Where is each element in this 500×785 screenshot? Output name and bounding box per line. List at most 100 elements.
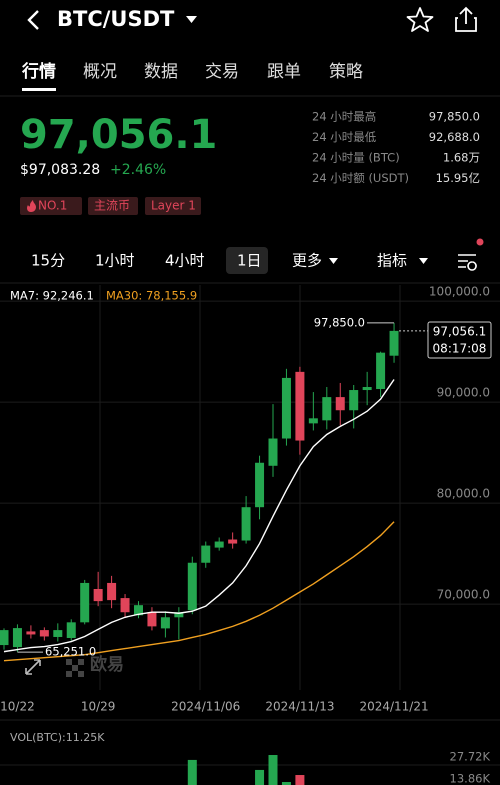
countdown: 08:17:08 [433, 342, 487, 356]
y-tick-label: 80,000.0 [437, 487, 490, 501]
more-dropdown[interactable] [329, 258, 338, 264]
watermark: 欧易 [90, 654, 124, 675]
interval[interactable]: 指标 [377, 252, 407, 270]
candle-body [255, 462, 265, 508]
last-price: 97,056.1 [20, 112, 217, 158]
ma-line [3, 521, 395, 662]
interval-active-bg [226, 247, 268, 274]
candle-body [93, 589, 103, 602]
tab[interactable]: 跟单 [267, 62, 301, 82]
tab[interactable]: 策略 [329, 62, 363, 82]
interval[interactable]: 4小时 [165, 252, 205, 270]
tag: NO.1 [38, 199, 67, 213]
candle-body [160, 617, 170, 629]
candle-body [174, 612, 184, 618]
stat-value: 15.95亿 [436, 171, 480, 185]
candle-body [268, 438, 278, 466]
low-label: 65,251.0 [45, 645, 96, 659]
volume-bar [255, 769, 265, 785]
notification-dot [476, 238, 484, 246]
tab[interactable]: 交易 [205, 62, 239, 82]
interval[interactable]: 15分 [31, 252, 65, 270]
settings-icon[interactable] [458, 254, 477, 271]
candle-body [26, 631, 36, 635]
candle-body [322, 397, 332, 421]
tag-bg [145, 197, 201, 215]
candle-body [362, 387, 372, 391]
candle-body [39, 630, 49, 637]
stat-value: 1.68万 [443, 151, 480, 165]
candle-body [107, 582, 117, 601]
indicator-dropdown[interactable] [419, 258, 428, 264]
watermark-logo [66, 659, 84, 677]
ma-line [3, 379, 395, 653]
candle-body [335, 397, 345, 411]
candle-body [349, 390, 359, 411]
volume-bar [281, 782, 291, 785]
candle-body [228, 539, 238, 544]
candle-body [295, 371, 305, 441]
tag-bg [88, 197, 138, 215]
stat-value: 92,688.0 [429, 130, 480, 144]
tab[interactable]: 数据 [144, 62, 178, 82]
x-tick-label: 10/29 [81, 700, 116, 714]
x-tick-label: 10/22 [0, 700, 35, 714]
indicator-label: MA7: 92,246.1 [10, 289, 94, 303]
volume-bar [295, 775, 305, 785]
volume-bar [187, 759, 197, 785]
back-button[interactable] [27, 10, 39, 30]
tab[interactable]: 概况 [83, 62, 117, 82]
candle-body [53, 630, 63, 637]
tab-underline [22, 88, 56, 91]
stat-label: 24 小时最低 [312, 130, 377, 144]
tag: Layer 1 [151, 199, 196, 213]
candle-body [134, 605, 143, 616]
volume-tick-label: 27.72K [450, 749, 491, 763]
candle-body [376, 352, 386, 390]
candle-body [66, 622, 76, 638]
pair-dropdown[interactable] [186, 16, 197, 23]
favorite-icon[interactable] [406, 7, 434, 32]
last-price-tag: 97,056.1 [433, 325, 486, 339]
interval[interactable]: 1小时 [95, 252, 135, 270]
volume-tick-label: 13.86K [450, 772, 491, 785]
high-label: 97,850.0 [314, 315, 365, 329]
last-price-box [427, 321, 492, 359]
volume-panel [0, 755, 500, 785]
candle-body [147, 612, 157, 627]
candle-body [308, 418, 318, 424]
tab[interactable]: 行情 [21, 61, 56, 82]
expand-icon[interactable] [25, 659, 41, 675]
indicator-label: MA30: 78,155.9 [106, 289, 197, 303]
tag-bg [20, 197, 82, 215]
share-icon[interactable] [455, 6, 477, 32]
volume-label: VOL(BTC):11.25K [10, 731, 105, 744]
pair-title[interactable]: BTC/USDT [57, 7, 175, 31]
candle-body [12, 628, 22, 648]
candle-body [120, 598, 130, 613]
candle-body [201, 545, 211, 563]
interval[interactable]: 1日 [237, 252, 262, 270]
tag: 主流币 [94, 199, 130, 213]
stat-label: 24 小时最高 [312, 110, 376, 124]
x-tick-label: 2024/11/06 [171, 700, 240, 714]
candle-body [0, 630, 9, 646]
x-tick-label: 2024/11/13 [265, 700, 334, 714]
candle-body [187, 562, 197, 611]
usd-price: $97,083.28 [20, 162, 100, 178]
price-change: +2.46% [110, 162, 166, 178]
stat-value: 97,850.0 [429, 110, 480, 124]
x-tick-label: 2024/11/21 [359, 700, 428, 714]
y-tick-label: 100,000.0 [429, 285, 490, 299]
interval[interactable]: 更多 [292, 252, 322, 270]
candle-body [80, 582, 90, 623]
y-tick-label: 70,000.0 [437, 588, 490, 602]
candle-body [214, 541, 224, 548]
candle-body [389, 330, 399, 356]
stat-label: 24 小时额 (USDT) [312, 171, 409, 185]
y-tick-label: 90,000.0 [437, 386, 490, 400]
candle-body [241, 507, 251, 541]
stat-label: 24 小时量 (BTC) [312, 151, 400, 165]
candle-body [281, 377, 291, 439]
